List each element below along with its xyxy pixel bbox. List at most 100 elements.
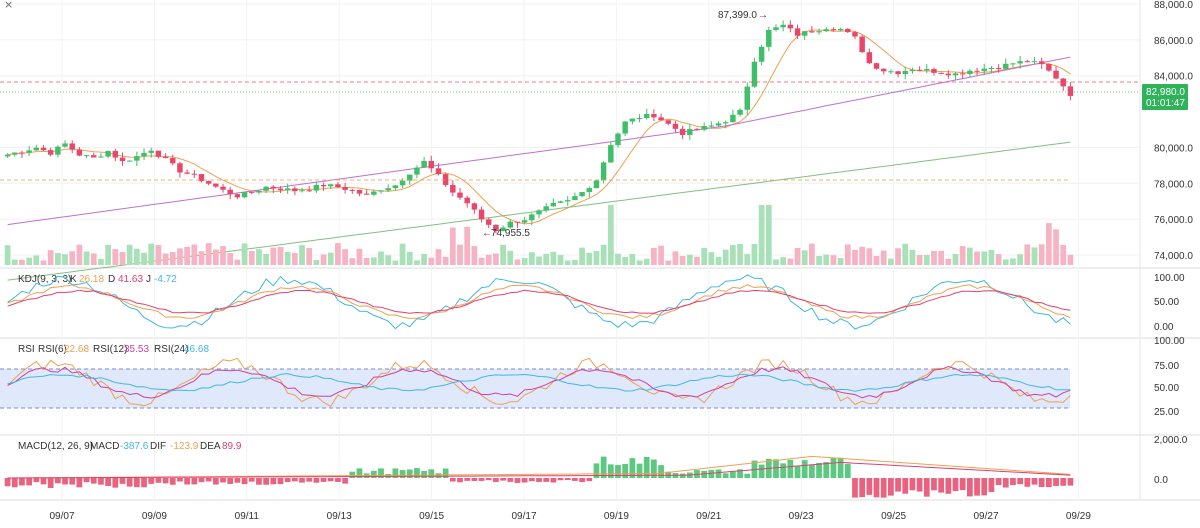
macd-histogram-bar xyxy=(995,478,1002,486)
rsi-tick-25: 25.00 xyxy=(1154,407,1179,418)
macd-histogram-bar xyxy=(895,478,901,492)
candle-body xyxy=(1067,86,1074,96)
candle-body xyxy=(450,184,456,193)
candle-body xyxy=(493,224,499,231)
macd-histogram-bar xyxy=(730,471,736,478)
rsi24-line xyxy=(7,373,1071,392)
last-price-tag: 82,980.0 01:01:47 xyxy=(1142,84,1188,110)
candle-body xyxy=(564,200,571,202)
volume-bar xyxy=(191,244,198,265)
candle-body xyxy=(859,36,865,53)
price-tick-label: 78,000.0 xyxy=(1154,179,1193,190)
macd-histogram-bar xyxy=(162,478,169,484)
candle-body xyxy=(399,180,406,186)
volume-bar xyxy=(737,243,743,265)
macd-histogram-bar xyxy=(859,478,866,498)
macd-histogram-bar xyxy=(493,478,499,483)
volume-bar xyxy=(938,250,945,265)
candle-body xyxy=(809,31,815,33)
macd-histogram-bar xyxy=(1017,478,1024,485)
volume-bar xyxy=(320,254,327,265)
macd-histogram-bar xyxy=(33,478,40,483)
corner-close-icon[interactable]: × xyxy=(4,0,13,11)
dea-label: DEA xyxy=(200,441,221,452)
candle-body xyxy=(371,191,377,195)
macd-histogram-bar xyxy=(54,478,61,484)
candle-body xyxy=(1003,63,1009,69)
volume-bar xyxy=(629,253,636,265)
candle-body xyxy=(665,120,671,124)
volume-bar xyxy=(902,243,909,265)
volume-bar xyxy=(392,260,399,265)
volume-bar xyxy=(866,248,873,265)
macd-histogram-bar xyxy=(536,478,542,482)
candle-body xyxy=(91,155,97,158)
macd-histogram-bar xyxy=(737,469,743,478)
macd-histogram-bar xyxy=(1002,478,1009,488)
volume-bar xyxy=(852,249,858,265)
volume-bar xyxy=(33,255,40,265)
candle-body xyxy=(62,143,68,147)
macd-histogram-bar xyxy=(428,469,435,478)
volume-bar xyxy=(241,243,248,265)
candle-body xyxy=(694,129,700,131)
candle-body xyxy=(500,227,506,231)
candle-body xyxy=(141,152,147,157)
volume-bar xyxy=(162,253,169,265)
candle-body xyxy=(658,117,664,121)
macd-histogram-bar xyxy=(1010,478,1016,486)
macd-histogram-bar xyxy=(593,463,600,478)
candle-body xyxy=(363,193,370,195)
macd-histogram-bar xyxy=(212,478,219,485)
volume-bar xyxy=(1002,259,1009,265)
volume-bar xyxy=(564,260,571,265)
candle-body xyxy=(69,143,75,150)
candle-body xyxy=(1060,78,1066,87)
volume-bar xyxy=(500,244,506,265)
macd-histogram-bar xyxy=(19,478,25,486)
macd-histogram-bar xyxy=(277,478,284,485)
volume-bar xyxy=(277,246,284,265)
date-tick-label: 09/19 xyxy=(604,511,629,522)
macd-histogram-bar xyxy=(306,478,313,482)
volume-bar xyxy=(62,254,68,265)
volume-bar xyxy=(76,244,83,265)
candle-body xyxy=(162,156,169,159)
candle-body xyxy=(457,192,463,198)
macd-histogram-bar xyxy=(1045,478,1052,488)
candle-body xyxy=(4,154,11,157)
macd-value: -387.6 xyxy=(120,441,149,452)
macd-histogram-bar xyxy=(83,478,90,483)
macd-histogram-bar xyxy=(155,478,162,483)
volume-bar xyxy=(1045,223,1052,265)
volume-bar xyxy=(801,250,808,265)
volume-bar xyxy=(26,257,33,265)
macd-histogram-bar xyxy=(241,478,248,485)
candle-body xyxy=(888,71,894,73)
macd-histogram-bar xyxy=(615,465,621,478)
dif-label: DIF xyxy=(150,441,166,452)
candle-body xyxy=(442,174,449,185)
volume-bar xyxy=(227,253,234,265)
macd-histogram-bar xyxy=(327,478,334,482)
candle-body xyxy=(328,184,334,187)
volume-bar xyxy=(765,205,772,265)
candle-body xyxy=(679,128,686,135)
macd-histogram-bar xyxy=(256,478,262,485)
kdj-title: KDJ(9, 3, 3) xyxy=(18,274,71,285)
candle-body xyxy=(478,209,485,220)
macd-histogram-bar xyxy=(1038,478,1045,488)
candle-body xyxy=(471,203,478,210)
candle-body xyxy=(744,86,750,110)
volume-bar xyxy=(859,246,866,265)
macd-histogram-bar xyxy=(442,468,449,478)
volume-bar xyxy=(19,259,25,265)
volume-bar xyxy=(823,254,830,265)
candle-body xyxy=(1010,63,1016,65)
volume-bar xyxy=(995,254,1002,265)
volume-bar xyxy=(169,252,176,265)
macd-histogram-bar xyxy=(651,459,657,478)
volume-bar xyxy=(485,254,492,265)
macd-histogram-bar xyxy=(586,478,593,482)
